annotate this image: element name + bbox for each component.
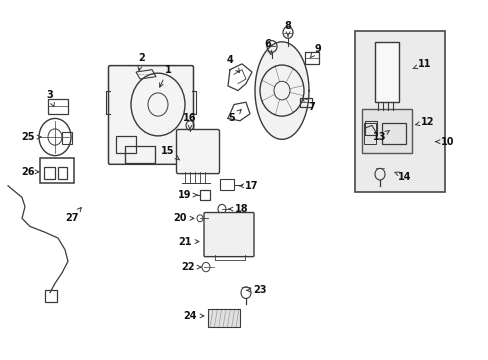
Text: 18: 18 <box>228 204 248 214</box>
Bar <box>220 179 234 190</box>
FancyBboxPatch shape <box>176 130 219 174</box>
Bar <box>45 290 57 302</box>
Text: 20: 20 <box>173 213 194 223</box>
Bar <box>364 121 376 135</box>
Bar <box>200 190 209 200</box>
Text: 8: 8 <box>284 21 291 36</box>
Bar <box>116 136 136 153</box>
FancyBboxPatch shape <box>203 212 253 257</box>
Bar <box>48 99 68 114</box>
Bar <box>40 158 74 184</box>
Text: 9: 9 <box>309 44 321 58</box>
Text: 10: 10 <box>435 137 454 147</box>
Bar <box>299 98 311 107</box>
Bar <box>361 109 411 153</box>
Text: 21: 21 <box>178 237 199 247</box>
Bar <box>125 146 155 163</box>
Text: 4: 4 <box>226 55 239 72</box>
Text: 2: 2 <box>138 53 145 71</box>
Bar <box>363 123 375 144</box>
Bar <box>207 309 240 328</box>
Text: 22: 22 <box>181 262 201 272</box>
Text: 16: 16 <box>183 113 196 129</box>
Text: 27: 27 <box>65 207 81 223</box>
Text: 3: 3 <box>46 90 54 107</box>
Text: 23: 23 <box>246 285 266 295</box>
Text: 13: 13 <box>372 130 389 142</box>
FancyBboxPatch shape <box>108 66 193 164</box>
Text: 5: 5 <box>228 109 241 123</box>
Text: 25: 25 <box>21 132 41 142</box>
Bar <box>58 167 67 179</box>
Text: 26: 26 <box>21 167 39 177</box>
Text: 7: 7 <box>302 98 315 112</box>
Text: 12: 12 <box>415 117 434 127</box>
Text: 19: 19 <box>178 190 197 200</box>
Bar <box>381 123 405 144</box>
Bar <box>44 167 55 179</box>
Bar <box>305 52 318 64</box>
Text: 15: 15 <box>161 146 180 160</box>
Text: 6: 6 <box>264 39 271 55</box>
Bar <box>62 132 72 144</box>
Text: 1: 1 <box>159 65 171 87</box>
Text: 14: 14 <box>394 171 411 181</box>
Text: 17: 17 <box>239 181 258 191</box>
Polygon shape <box>255 42 308 139</box>
Bar <box>354 31 444 192</box>
Bar <box>374 42 398 102</box>
Text: 11: 11 <box>412 59 431 69</box>
Text: 24: 24 <box>183 311 203 321</box>
